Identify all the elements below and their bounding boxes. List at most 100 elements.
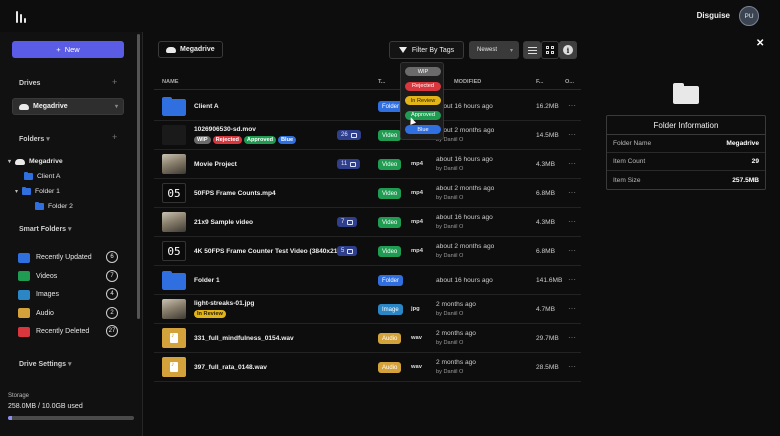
sort-dropdown[interactable]: Newest ▾ [469, 41, 519, 59]
tag-badge[interactable]: In Review [194, 310, 226, 318]
filter-by-tags-button[interactable]: Filter By Tags [389, 41, 464, 59]
comment-count-badge[interactable]: 11 [337, 159, 361, 169]
folders-title[interactable]: Folders ▾ [19, 136, 50, 143]
table-row[interactable]: light-streaks-01.jpg In Review Image jpg 2 m… [154, 295, 581, 324]
file-size: 4.3MB [536, 219, 556, 226]
more-options-icon[interactable]: ··· [568, 159, 576, 168]
file-name[interactable]: Client A [194, 103, 219, 110]
new-button[interactable]: + New [12, 41, 124, 58]
thumbnail: 05 [162, 241, 186, 261]
file-name[interactable]: Movie Project [194, 161, 237, 168]
tag-badge[interactable]: WIP [194, 136, 211, 144]
type-badge: Folder [378, 275, 404, 286]
tree-item-megadrive[interactable]: ▾ Megadrive [8, 158, 63, 165]
smart-folder-item[interactable]: Recently Deleted 27 [18, 325, 118, 338]
comment-count-badge[interactable]: 26 [337, 130, 361, 140]
tree-item-label: Client A [37, 173, 61, 180]
tag-option[interactable]: In Review [405, 96, 441, 105]
file-name[interactable]: 397_full_rata_0148.wav [194, 364, 267, 371]
table-row[interactable]: Movie Project 11 Video mp4 about 16 hours ag… [154, 150, 581, 179]
smart-folder-item[interactable]: Recently Updated 6 [18, 251, 118, 264]
close-icon[interactable]: ✕ [756, 38, 765, 49]
more-options-icon[interactable]: ··· [568, 246, 576, 255]
modified-time: 2 months ago [436, 359, 476, 366]
tag-option[interactable]: Blue [405, 125, 441, 134]
more-options-icon[interactable]: ··· [568, 333, 576, 342]
col-type[interactable]: T... [378, 79, 386, 85]
drive-settings[interactable]: Drive Settings ▾ [19, 361, 72, 368]
tag-badge[interactable]: Blue [278, 136, 297, 144]
smart-folder-label: Images [36, 291, 59, 298]
smart-folder-item[interactable]: Videos 7 [18, 269, 118, 283]
smart-folder-count: 4 [106, 288, 118, 300]
grid-view-button[interactable] [541, 41, 559, 59]
tree-item-folder-2[interactable]: Folder 2 [35, 201, 73, 210]
list-view-button[interactable] [523, 41, 541, 59]
col-name[interactable]: NAME [162, 79, 179, 85]
chevron-down-icon: ▾ [114, 104, 118, 110]
more-options-icon[interactable]: ··· [568, 362, 576, 371]
app-logo-icon[interactable] [16, 9, 30, 23]
file-name[interactable]: 331_full_mindfulness_0154.wav [194, 335, 294, 342]
smart-folder-item[interactable]: Audio 2 [18, 306, 118, 320]
filter-icon [398, 47, 407, 53]
col-modified[interactable]: MODIFIED [454, 79, 482, 85]
add-folder-plus-icon[interactable]: + [112, 132, 118, 142]
drive-selector[interactable]: Megadrive ▾ [12, 98, 124, 115]
sidebar-scrollbar[interactable] [137, 34, 140, 319]
more-options-icon[interactable]: ··· [568, 275, 576, 284]
comment-icon [347, 219, 354, 225]
more-options-icon[interactable]: ··· [568, 217, 576, 226]
modified-time: 2 months ago [436, 301, 476, 308]
file-size: 29.7MB [536, 335, 559, 342]
modified-time: about 2 months ago [436, 185, 495, 192]
file-name[interactable]: 50FPS Frame Counts.mp4 [194, 190, 276, 197]
avatar[interactable]: PU [739, 6, 759, 26]
tag-option[interactable]: Rejected [405, 81, 441, 91]
table-row[interactable]: Folder 1 Folder about 16 hours ago 141.6MB ·… [154, 266, 581, 295]
file-extension: jpg [411, 306, 420, 312]
tag-badge[interactable]: Rejected [212, 136, 242, 144]
modified-by: by Daniil O [436, 224, 464, 230]
comment-count-badge[interactable]: 5 [337, 246, 358, 256]
comment-icon [350, 161, 357, 167]
tag-badge[interactable]: Approved [243, 136, 277, 144]
tree-item-label: Folder 1 [35, 188, 60, 195]
col-options: O... [565, 79, 575, 85]
file-name[interactable]: 4K 50FPS Frame Counter Test Video (3840x… [194, 248, 343, 255]
file-name[interactable]: 1026906530-sd.mov [194, 126, 256, 133]
breadcrumb[interactable]: Megadrive [158, 41, 223, 58]
more-options-icon[interactable]: ··· [568, 130, 576, 139]
table-row[interactable]: 331_full_mindfulness_0154.wav Audio wav 2 m… [154, 324, 581, 353]
file-name[interactable]: light-streaks-01.jpg [194, 300, 255, 307]
table-row[interactable]: 05 50FPS Frame Counts.mp4 Video mp4 about 2 … [154, 179, 581, 208]
comment-icon [350, 132, 357, 138]
comment-count-badge[interactable]: 7 [337, 217, 358, 227]
info-button[interactable]: i [559, 41, 577, 59]
file-name[interactable]: Folder 1 [194, 277, 220, 284]
modified-by: by Daniil O [436, 311, 464, 317]
tree-item-folder-1[interactable]: ▾ Folder 1 [15, 186, 60, 195]
breadcrumb-label: Megadrive [180, 46, 215, 53]
table-row[interactable]: 05 4K 50FPS Frame Counter Test Video (384… [154, 237, 581, 266]
table-row[interactable]: 397_full_rata_0148.wav Audio wav 2 months a… [154, 353, 581, 382]
file-size: 4.3MB [536, 161, 556, 168]
table-row[interactable]: 21x9 Sample video 7 Video mp4 about 16 hours… [154, 208, 581, 237]
tree-item-client-a[interactable]: Client A [24, 171, 61, 180]
more-options-icon[interactable]: ··· [568, 188, 576, 197]
tag-option[interactable]: Approved [405, 110, 441, 120]
smart-folder-label: Recently Updated [36, 254, 92, 261]
table-row[interactable]: Client A Folder about 16 hours ago 16.2MB ··… [154, 92, 581, 121]
file-name[interactable]: 21x9 Sample video [194, 219, 254, 226]
col-size[interactable]: F... [536, 79, 544, 85]
thumbnail [162, 125, 186, 145]
more-options-icon[interactable]: ··· [568, 101, 576, 110]
smart-folders-title[interactable]: Smart Folders ▾ [19, 226, 72, 233]
add-drive-plus-icon[interactable]: + [112, 77, 118, 87]
more-options-icon[interactable]: ··· [568, 304, 576, 313]
smart-folder-item[interactable]: Images 4 [18, 288, 118, 301]
table-row[interactable]: 1026906530-sd.mov WIP Rejected Approved Blue… [154, 121, 581, 150]
file-extension: wav [411, 364, 422, 370]
tag-option[interactable]: WIP [405, 67, 441, 76]
modified-by: by Daniil O [436, 166, 464, 172]
